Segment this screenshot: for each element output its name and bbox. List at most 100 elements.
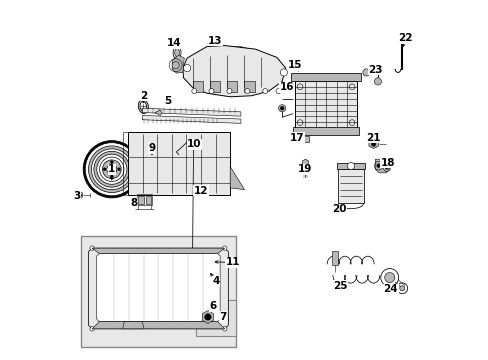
Circle shape bbox=[183, 64, 190, 72]
Text: 4: 4 bbox=[212, 276, 219, 286]
Text: 9: 9 bbox=[148, 143, 155, 153]
Polygon shape bbox=[92, 248, 224, 253]
Polygon shape bbox=[155, 110, 162, 116]
Circle shape bbox=[94, 151, 129, 187]
Text: 3: 3 bbox=[73, 191, 80, 201]
Ellipse shape bbox=[173, 46, 181, 59]
Bar bbox=[292, 127, 359, 135]
Text: 11: 11 bbox=[225, 257, 240, 267]
Text: 7: 7 bbox=[219, 312, 226, 322]
Text: 17: 17 bbox=[290, 133, 304, 143]
FancyBboxPatch shape bbox=[81, 235, 235, 347]
Ellipse shape bbox=[138, 99, 148, 114]
Text: 10: 10 bbox=[187, 139, 201, 149]
Circle shape bbox=[102, 160, 121, 179]
Polygon shape bbox=[368, 140, 378, 148]
Bar bbox=[331, 251, 337, 265]
Circle shape bbox=[373, 78, 381, 85]
Circle shape bbox=[384, 273, 394, 283]
Ellipse shape bbox=[140, 102, 146, 112]
Ellipse shape bbox=[220, 315, 225, 323]
Bar bbox=[192, 81, 203, 92]
Bar bbox=[210, 81, 220, 92]
Circle shape bbox=[346, 162, 354, 170]
Text: 20: 20 bbox=[332, 204, 346, 215]
Circle shape bbox=[117, 168, 120, 171]
Circle shape bbox=[90, 246, 94, 250]
Ellipse shape bbox=[217, 312, 228, 326]
Circle shape bbox=[85, 143, 138, 196]
Circle shape bbox=[244, 89, 249, 94]
Circle shape bbox=[376, 164, 380, 167]
Circle shape bbox=[226, 89, 231, 94]
Circle shape bbox=[88, 146, 135, 193]
Text: 22: 22 bbox=[398, 33, 412, 43]
Polygon shape bbox=[172, 55, 184, 73]
Circle shape bbox=[100, 157, 124, 181]
Text: 23: 23 bbox=[367, 64, 382, 75]
Circle shape bbox=[208, 89, 214, 94]
Circle shape bbox=[78, 193, 81, 197]
Circle shape bbox=[280, 107, 284, 110]
Circle shape bbox=[103, 168, 106, 171]
Circle shape bbox=[110, 175, 113, 178]
Text: 24: 24 bbox=[383, 284, 397, 294]
Circle shape bbox=[278, 105, 285, 112]
Circle shape bbox=[97, 154, 126, 184]
Text: 5: 5 bbox=[163, 96, 171, 106]
Text: 12: 12 bbox=[193, 186, 207, 196]
Circle shape bbox=[276, 89, 281, 94]
Text: 1: 1 bbox=[108, 164, 115, 174]
Bar bbox=[336, 163, 365, 169]
Text: 25: 25 bbox=[333, 281, 347, 291]
Polygon shape bbox=[302, 159, 308, 166]
Bar bbox=[398, 36, 404, 40]
Circle shape bbox=[222, 246, 226, 250]
Bar bbox=[300, 136, 308, 142]
Bar bbox=[292, 138, 297, 140]
Bar bbox=[244, 81, 254, 92]
Bar bbox=[290, 73, 360, 81]
Polygon shape bbox=[142, 108, 241, 116]
Bar bbox=[138, 196, 143, 204]
Circle shape bbox=[362, 69, 369, 76]
Circle shape bbox=[280, 69, 287, 76]
Text: 15: 15 bbox=[287, 60, 302, 70]
Polygon shape bbox=[142, 116, 241, 123]
Polygon shape bbox=[97, 253, 220, 321]
Polygon shape bbox=[183, 45, 285, 97]
Circle shape bbox=[83, 140, 140, 198]
Bar bbox=[294, 81, 357, 128]
Bar bbox=[145, 196, 150, 204]
Polygon shape bbox=[92, 321, 224, 329]
Circle shape bbox=[204, 314, 211, 320]
Circle shape bbox=[385, 166, 387, 169]
FancyBboxPatch shape bbox=[196, 300, 235, 336]
Circle shape bbox=[371, 142, 375, 146]
Bar bbox=[137, 194, 152, 205]
Text: 13: 13 bbox=[207, 36, 222, 46]
Polygon shape bbox=[76, 192, 82, 199]
Circle shape bbox=[191, 89, 196, 94]
Circle shape bbox=[106, 164, 117, 174]
Polygon shape bbox=[230, 166, 244, 190]
Circle shape bbox=[91, 149, 132, 190]
Circle shape bbox=[262, 89, 267, 94]
Circle shape bbox=[222, 327, 226, 331]
Text: 16: 16 bbox=[279, 82, 293, 93]
Bar bbox=[338, 169, 363, 203]
Polygon shape bbox=[375, 159, 389, 173]
Text: 14: 14 bbox=[167, 38, 182, 48]
Text: 8: 8 bbox=[130, 198, 138, 208]
Text: 6: 6 bbox=[209, 301, 217, 311]
Circle shape bbox=[90, 327, 94, 331]
Text: 18: 18 bbox=[380, 158, 394, 168]
Circle shape bbox=[110, 161, 113, 163]
Polygon shape bbox=[202, 311, 213, 323]
Polygon shape bbox=[88, 248, 228, 329]
Text: 2: 2 bbox=[140, 91, 147, 101]
Circle shape bbox=[172, 62, 179, 69]
Text: 21: 21 bbox=[365, 133, 379, 143]
Bar bbox=[128, 132, 230, 195]
Ellipse shape bbox=[174, 48, 179, 57]
